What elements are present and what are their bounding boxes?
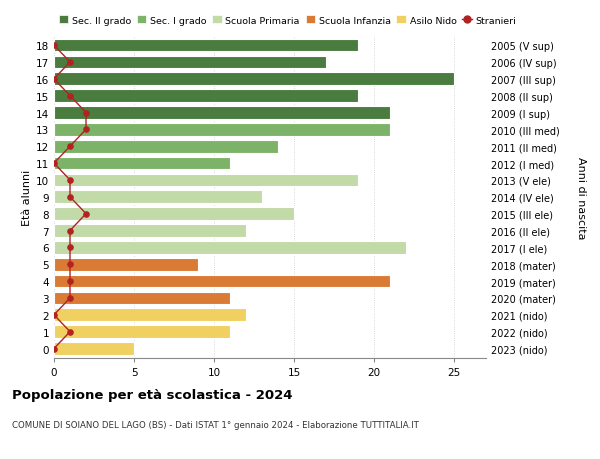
Bar — [54, 241, 406, 254]
Point — [65, 227, 75, 235]
Bar — [54, 292, 230, 305]
Y-axis label: Anni di nascita: Anni di nascita — [576, 156, 586, 239]
Bar — [54, 107, 390, 119]
Point — [49, 312, 59, 319]
Point — [49, 42, 59, 50]
Bar — [54, 275, 390, 288]
Point — [65, 261, 75, 269]
Bar — [54, 208, 294, 220]
Bar — [54, 73, 454, 86]
Point — [49, 76, 59, 83]
Text: COMUNE DI SOIANO DEL LAGO (BS) - Dati ISTAT 1° gennaio 2024 - Elaborazione TUTTI: COMUNE DI SOIANO DEL LAGO (BS) - Dati IS… — [12, 420, 419, 429]
Point — [65, 328, 75, 336]
Point — [49, 160, 59, 168]
Point — [65, 177, 75, 184]
Point — [65, 93, 75, 100]
Bar — [54, 90, 358, 103]
Bar — [54, 157, 230, 170]
Point — [65, 194, 75, 201]
Bar — [54, 191, 262, 204]
Bar — [54, 174, 358, 187]
Text: Popolazione per età scolastica - 2024: Popolazione per età scolastica - 2024 — [12, 388, 293, 401]
Point — [65, 278, 75, 285]
Bar — [54, 39, 358, 52]
Point — [65, 59, 75, 67]
Point — [49, 345, 59, 353]
Bar — [54, 225, 246, 237]
Point — [65, 295, 75, 302]
Point — [65, 143, 75, 151]
Point — [65, 244, 75, 252]
Legend: Sec. II grado, Sec. I grado, Scuola Primaria, Scuola Infanzia, Asilo Nido, Stran: Sec. II grado, Sec. I grado, Scuola Prim… — [59, 17, 516, 26]
Bar — [54, 342, 134, 355]
Bar — [54, 124, 390, 136]
Point — [81, 110, 91, 117]
Y-axis label: Età alunni: Età alunni — [22, 169, 32, 225]
Bar — [54, 140, 278, 153]
Bar — [54, 56, 326, 69]
Point — [81, 126, 91, 134]
Point — [81, 211, 91, 218]
Bar — [54, 309, 246, 321]
Bar — [54, 258, 198, 271]
Bar — [54, 325, 230, 338]
